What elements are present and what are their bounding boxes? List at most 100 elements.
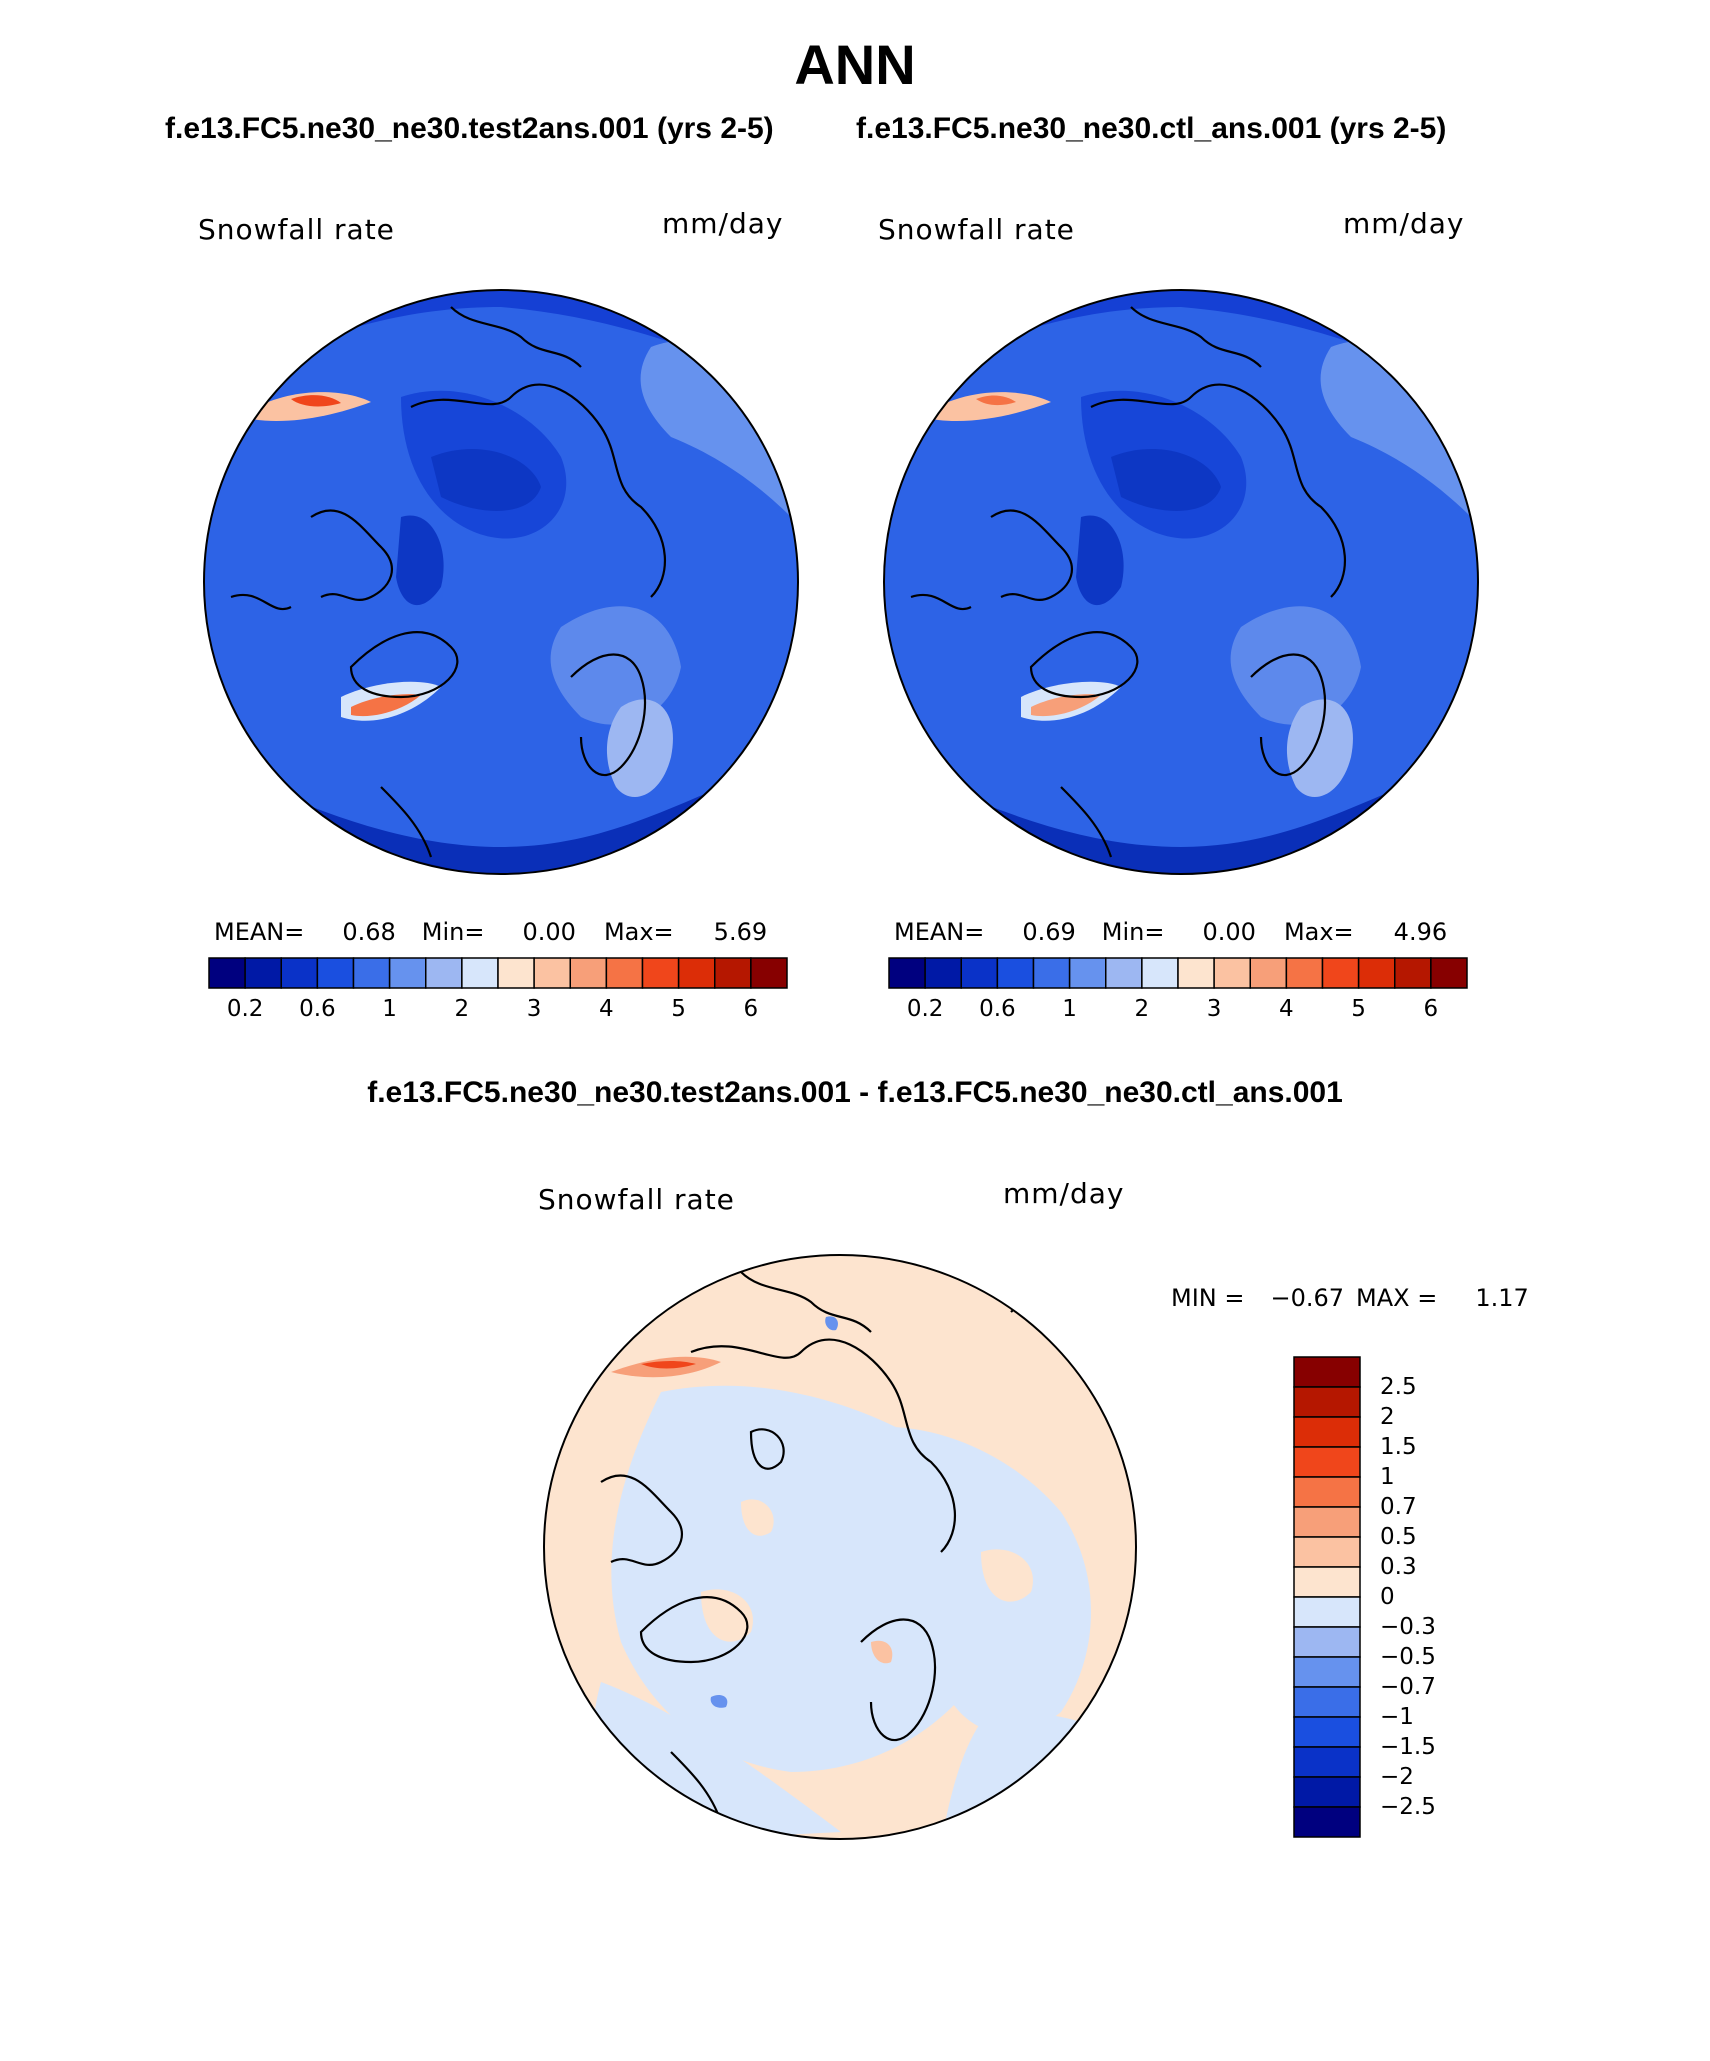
panel1-colorbar-swatch [605, 957, 644, 989]
panel2-colorbar-tick-label: 0.2 [906, 996, 944, 1022]
diff-colorbar-swatch [1293, 1446, 1361, 1478]
panel2-mean-value: 0.69 [1022, 918, 1076, 946]
panel1-colorbar-swatch [425, 957, 463, 989]
panel1-colorbar-swatch [714, 957, 752, 989]
diff-colorbar-tick-label: 1.5 [1380, 1434, 1417, 1460]
panel2-colorbar-tick-label: 1 [1062, 996, 1077, 1022]
diff-colorbar-swatch [1293, 1656, 1361, 1688]
diff-colorbar-swatch [1293, 1806, 1361, 1838]
panel2-colorbar-swatch [1357, 957, 1396, 989]
panel2-map [883, 289, 1479, 875]
panel3-variable-label: Snowfall rate [538, 1183, 735, 1216]
diff-colorbar-swatch [1293, 1686, 1361, 1718]
panel1-colorbar-swatch [280, 957, 319, 989]
diff-colorbar-tick-label: −2 [1380, 1764, 1414, 1790]
diff-title: f.e13.FC5.ne30_ne30.test2ans.001 - f.e13… [367, 1076, 1343, 1109]
panel2-colorbar-swatch [1105, 957, 1143, 989]
panel2-colorbar-tick-label: 5 [1351, 996, 1366, 1022]
diff-colorbar-tick-label: −2.5 [1380, 1794, 1436, 1820]
panel1-colorbar-tick-label: 5 [671, 996, 686, 1022]
panel2-variable-label: Snowfall rate [878, 213, 1075, 246]
panel1-colorbar-swatch [533, 957, 571, 989]
panel1-map [203, 289, 799, 875]
panel2-colorbar-swatch [1141, 957, 1179, 989]
diff-colorbar-swatch [1293, 1746, 1361, 1778]
panel2-case-title: f.e13.FC5.ne30_ne30.ctl_ans.001 (yrs 2-5… [856, 112, 1447, 145]
panel3-min-label: MIN = [1171, 1284, 1245, 1312]
diff-colorbar-swatch [1293, 1476, 1361, 1508]
diff-colorbar-swatch [1293, 1566, 1361, 1598]
panel2-colorbar-swatch [888, 957, 926, 989]
panel3-map [543, 1254, 1137, 1840]
panel2-colorbar-swatch [996, 957, 1035, 989]
panel2-max-label: Max= [1283, 918, 1354, 946]
diff-colorbar-tick-label: 0.7 [1380, 1494, 1417, 1520]
panel2-colorbar-swatch [1430, 957, 1468, 989]
panel1-colorbar-tick-label: 1 [382, 996, 397, 1022]
panel2-colorbar-tick-label: 0.6 [979, 996, 1016, 1022]
panel2-colorbar-tick-label: 4 [1279, 996, 1294, 1022]
panel2-colorbar-swatch [1394, 957, 1432, 989]
diff-colorbar-tick-label: −0.5 [1380, 1644, 1436, 1670]
panel2-colorbar-swatch [960, 957, 999, 989]
diff-colorbar [1293, 1356, 1361, 1838]
diff-colorbar-tick-label: 0.5 [1380, 1524, 1417, 1550]
panel2-colorbar-swatch [924, 957, 962, 989]
panel2-min-value: 0.00 [1202, 918, 1256, 946]
panel2-colorbar-swatch [1249, 957, 1288, 989]
panel1-case-title: f.e13.FC5.ne30_ne30.test2ans.001 (yrs 2-… [165, 112, 774, 145]
panel2-colorbar-swatch [1177, 957, 1215, 989]
panel3-minmax: MIN = −0.67 MAX = 1.17 [1171, 1284, 1529, 1312]
panel1-colorbar-swatch [677, 957, 716, 989]
diff-colorbar-tick-label: 2.5 [1380, 1374, 1417, 1400]
panel1-colorbar-swatch [208, 957, 246, 989]
panel1-stats: MEAN= 0.68 Min= 0.00 Max= 5.69 [214, 918, 767, 946]
diff-colorbar-tick-label: 1 [1380, 1464, 1395, 1490]
panel2-mean-label: MEAN= [894, 918, 985, 946]
diff-colorbar-swatch [1293, 1716, 1361, 1748]
diff-colorbar-swatch [1293, 1506, 1361, 1538]
diff-colorbar-swatch [1293, 1626, 1361, 1658]
panel1-units-label: mm/day [662, 207, 784, 240]
diff-colorbar-swatch [1293, 1776, 1361, 1808]
panel2-colorbar-swatch [1213, 957, 1251, 989]
panel1-colorbar-tick-label: 3 [526, 996, 542, 1022]
panel1-variable-label: Snowfall rate [198, 213, 395, 246]
panel1-mean-value: 0.68 [342, 918, 396, 946]
panel1-colorbar-tick-label: 4 [599, 996, 614, 1022]
diff-colorbar-tick-label: 0.3 [1380, 1554, 1417, 1580]
panel1-mean-label: MEAN= [214, 918, 305, 946]
panel1-colorbar-swatch [641, 957, 680, 989]
diff-colorbar-tick-label: −0.7 [1380, 1674, 1436, 1700]
panel1-min-value: 0.00 [522, 918, 576, 946]
diff-colorbar-tick-label: −1 [1380, 1704, 1414, 1730]
panel1-colorbar-tick-label: 0.2 [226, 996, 264, 1022]
panel2-min-label: Min= [1101, 918, 1165, 946]
diff-colorbar-swatch [1293, 1386, 1361, 1418]
diff-colorbar-tick-label: −1.5 [1380, 1734, 1436, 1760]
panel1-colorbar-swatch [244, 957, 282, 989]
main-title: ANN [794, 33, 916, 96]
diff-colorbar-tick-label: 0 [1380, 1584, 1395, 1610]
diff-colorbar-swatch [1293, 1536, 1361, 1568]
panel2-stats: MEAN= 0.69 Min= 0.00 Max= 4.96 [894, 918, 1447, 946]
panel2-colorbar-tick-label: 6 [1423, 996, 1439, 1022]
diff-colorbar-swatch [1293, 1416, 1361, 1448]
diff-colorbar-swatch [1293, 1596, 1361, 1628]
panel1-colorbar-swatch [461, 957, 499, 989]
panel2-colorbar-swatch [1285, 957, 1324, 989]
panel2-units-label: mm/day [1343, 207, 1465, 240]
panel1-min-label: Min= [421, 918, 485, 946]
panel2-colorbar-swatch [1321, 957, 1360, 989]
panel1-colorbar-swatch [352, 957, 391, 989]
panel1-colorbar-tick-label: 0.6 [299, 996, 336, 1022]
panel1-colorbar-swatch [750, 957, 788, 989]
panel3-units-label: mm/day [1003, 1177, 1125, 1210]
panel3-max-label: MAX = [1356, 1284, 1438, 1312]
diff-colorbar-tick-label: 2 [1380, 1404, 1395, 1430]
panel2-colorbar-tick-label: 2 [1134, 996, 1150, 1022]
panel3-min-value: −0.67 [1270, 1284, 1345, 1312]
panel1-max-label: Max= [603, 918, 674, 946]
panel1-colorbar-swatch [388, 957, 427, 989]
panel2-colorbar-swatch [1068, 957, 1107, 989]
